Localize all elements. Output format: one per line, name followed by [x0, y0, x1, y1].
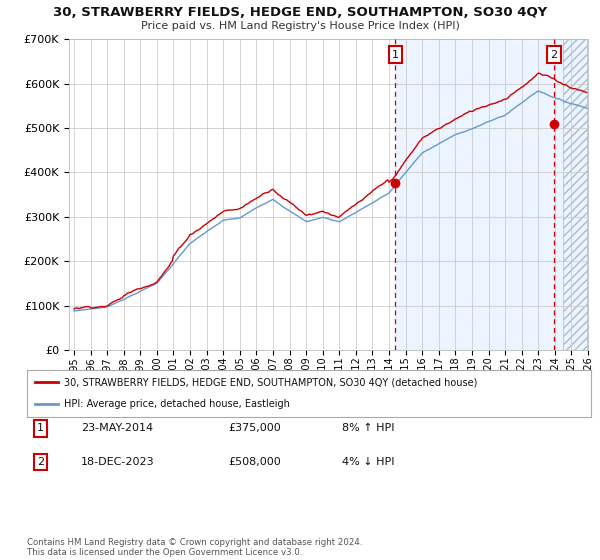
Text: £508,000: £508,000	[228, 457, 281, 467]
Text: 1: 1	[392, 50, 399, 60]
Text: 2: 2	[551, 50, 558, 60]
Text: Price paid vs. HM Land Registry's House Price Index (HPI): Price paid vs. HM Land Registry's House …	[140, 21, 460, 31]
Text: HPI: Average price, detached house, Eastleigh: HPI: Average price, detached house, East…	[64, 399, 290, 409]
Text: 1: 1	[37, 423, 44, 433]
Text: 4% ↓ HPI: 4% ↓ HPI	[342, 457, 395, 467]
Text: 8% ↑ HPI: 8% ↑ HPI	[342, 423, 395, 433]
Text: 23-MAY-2014: 23-MAY-2014	[81, 423, 153, 433]
Text: 30, STRAWBERRY FIELDS, HEDGE END, SOUTHAMPTON, SO30 4QY (detached house): 30, STRAWBERRY FIELDS, HEDGE END, SOUTHA…	[64, 377, 477, 388]
Text: 2: 2	[37, 457, 44, 467]
Text: £375,000: £375,000	[228, 423, 281, 433]
Text: 18-DEC-2023: 18-DEC-2023	[81, 457, 155, 467]
Text: 30, STRAWBERRY FIELDS, HEDGE END, SOUTHAMPTON, SO30 4QY: 30, STRAWBERRY FIELDS, HEDGE END, SOUTHA…	[53, 6, 547, 18]
Text: Contains HM Land Registry data © Crown copyright and database right 2024.
This d: Contains HM Land Registry data © Crown c…	[27, 538, 362, 557]
